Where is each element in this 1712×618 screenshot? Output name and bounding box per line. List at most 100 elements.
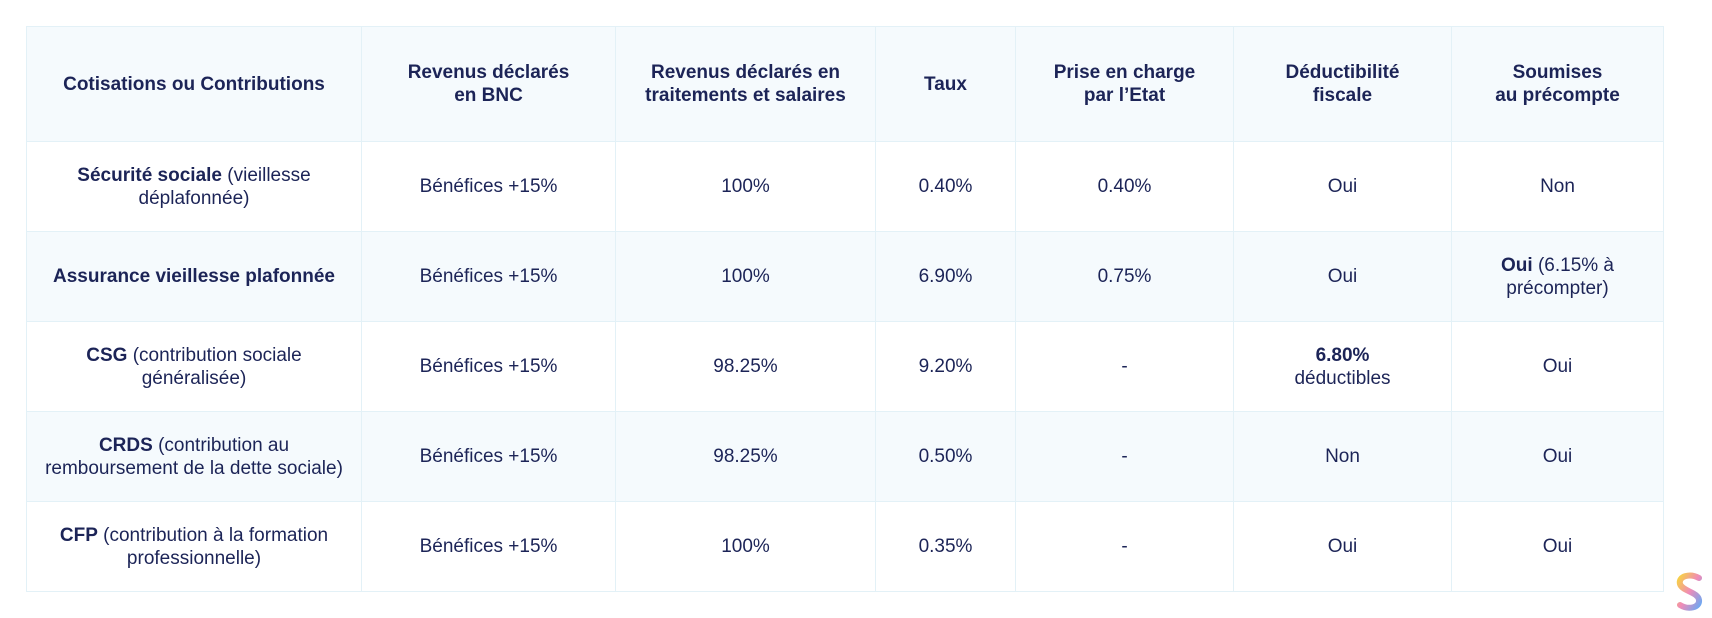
cell-bnc: Bénéfices +15%	[361, 321, 616, 412]
cell-deductibilite: Oui	[1233, 141, 1452, 232]
precompte-value: Oui	[1542, 446, 1573, 467]
header-taux: Taux	[875, 26, 1016, 142]
header-label-line2: par l’Etat	[1083, 85, 1166, 106]
table-body: Sécurité sociale (vieillesse déplafonnée…	[26, 141, 1664, 592]
header-label-line2: fiscale	[1312, 85, 1373, 106]
header-label: Cotisations ou Contributions	[63, 73, 325, 95]
s-logo-svg	[1676, 572, 1702, 611]
cell-taux: 0.35%	[875, 501, 1016, 592]
cell-precompte: Non	[1451, 141, 1664, 232]
deductibilite-value: Oui	[1327, 176, 1358, 197]
header-label: Taux	[924, 73, 967, 95]
cell-deductibilite: Non	[1233, 411, 1452, 502]
header-revenus-salaires: Revenus déclarés en traitements et salai…	[615, 26, 876, 142]
cotisation-name: Sécurité sociale	[77, 164, 222, 186]
header-deductibilite: Déductibilité fiscale	[1233, 26, 1452, 142]
header-precompte: Soumises au précompte	[1451, 26, 1664, 142]
cell-salaires: 100%	[615, 141, 876, 232]
cell-salaires: 98.25%	[615, 321, 876, 412]
deductibilite-detail: déductibles	[1294, 367, 1391, 389]
deductibilite-value: Non	[1325, 446, 1360, 467]
cell-etat: -	[1015, 321, 1234, 412]
cotisation-name: Assurance vieillesse plafonnée	[53, 266, 335, 287]
taux-value: 9.20%	[918, 356, 973, 377]
precompte-value: Oui	[1542, 536, 1573, 557]
cell-salaires: 100%	[615, 231, 876, 322]
cell-taux: 0.40%	[875, 141, 1016, 232]
etat-value: 0.75%	[1097, 266, 1152, 287]
cotisation-name: CSG	[86, 344, 128, 366]
taux-value: 0.40%	[918, 176, 973, 197]
table-row: Assurance vieillesse plafonnée Bénéfices…	[26, 231, 1664, 322]
deductibilite-value: 6.80%	[1315, 344, 1370, 366]
table-row: CSG (contribution sociale généralisée) B…	[26, 321, 1664, 412]
salaires-value: 100%	[721, 536, 770, 557]
cell-bnc: Bénéfices +15%	[361, 411, 616, 502]
cell-bnc: Bénéfices +15%	[361, 231, 616, 322]
cell-taux: 0.50%	[875, 411, 1016, 502]
table-row: Sécurité sociale (vieillesse déplafonnée…	[26, 141, 1664, 232]
header-cotisations: Cotisations ou Contributions	[26, 26, 362, 142]
cell-precompte: Oui (6.15% à précompter)	[1451, 231, 1664, 322]
cotisation-detail: (contribution à la formation professionn…	[97, 524, 329, 569]
cell-deductibilite: Oui	[1233, 501, 1452, 592]
cell-taux: 9.20%	[875, 321, 1016, 412]
precompte-value: Oui	[1542, 356, 1573, 377]
cell-cotisation: CRDS (contribution au remboursement de l…	[26, 411, 362, 502]
header-row: Cotisations ou Contributions Revenus déc…	[26, 26, 1664, 142]
etat-value: -	[1121, 356, 1128, 377]
s-logo-icon	[1672, 572, 1706, 612]
taux-value: 0.35%	[918, 536, 973, 557]
taux-value: 6.90%	[918, 266, 973, 287]
salaires-value: 100%	[721, 266, 770, 287]
etat-value: -	[1121, 446, 1128, 467]
header-label-line1: Soumises	[1512, 62, 1603, 83]
cell-etat: 0.75%	[1015, 231, 1234, 322]
cell-precompte: Oui	[1451, 501, 1664, 592]
cotisation-detail: (vieillesse déplafonnée)	[138, 164, 311, 209]
salaires-value: 98.25%	[713, 446, 778, 467]
header-label-line1: Prise en charge	[1053, 62, 1196, 83]
cell-bnc: Bénéfices +15%	[361, 141, 616, 232]
cell-etat: -	[1015, 411, 1234, 502]
header-label-line2: au précompte	[1495, 85, 1620, 106]
salaires-value: 98.25%	[713, 356, 778, 377]
header-prise-en-charge: Prise en charge par l’Etat	[1015, 26, 1234, 142]
cotisations-table: Cotisations ou Contributions Revenus déc…	[26, 26, 1664, 592]
cotisation-detail: (contribution au remboursement de la det…	[45, 434, 343, 479]
deductibilite-value: Oui	[1327, 266, 1358, 287]
bnc-value: Bénéfices +15%	[419, 446, 558, 467]
cotisation-detail: (contribution sociale généralisée)	[127, 344, 302, 389]
cell-cotisation: CFP (contribution à la formation profess…	[26, 501, 362, 592]
bnc-value: Bénéfices +15%	[419, 266, 558, 287]
precompte-value: Oui	[1501, 254, 1533, 276]
cell-cotisation: Sécurité sociale (vieillesse déplafonnée…	[26, 141, 362, 232]
cell-precompte: Oui	[1451, 321, 1664, 412]
cell-salaires: 100%	[615, 501, 876, 592]
cotisation-name: CFP	[59, 524, 98, 546]
cell-etat: -	[1015, 501, 1234, 592]
cotisation-name: CRDS	[98, 434, 153, 456]
cell-deductibilite: 6.80% déductibles	[1233, 321, 1452, 412]
cell-etat: 0.40%	[1015, 141, 1234, 232]
header-label-line1: Revenus déclarés en	[650, 62, 841, 83]
taux-value: 0.50%	[918, 446, 973, 467]
header-label-line1: Revenus déclarés	[407, 62, 570, 83]
cell-deductibilite: Oui	[1233, 231, 1452, 322]
salaires-value: 100%	[721, 176, 770, 197]
etat-value: 0.40%	[1097, 176, 1152, 197]
precompte-detail: (6.15% à précompter)	[1506, 254, 1614, 299]
cell-salaires: 98.25%	[615, 411, 876, 502]
cell-bnc: Bénéfices +15%	[361, 501, 616, 592]
table-row: CRDS (contribution au remboursement de l…	[26, 411, 1664, 502]
bnc-value: Bénéfices +15%	[419, 356, 558, 377]
cell-taux: 6.90%	[875, 231, 1016, 322]
cell-cotisation: Assurance vieillesse plafonnée	[26, 231, 362, 322]
bnc-value: Bénéfices +15%	[419, 176, 558, 197]
table-header: Cotisations ou Contributions Revenus déc…	[26, 26, 1664, 142]
precompte-value: Non	[1540, 176, 1575, 197]
header-revenus-bnc: Revenus déclarés en BNC	[361, 26, 616, 142]
cell-precompte: Oui	[1451, 411, 1664, 502]
cell-cotisation: CSG (contribution sociale généralisée)	[26, 321, 362, 412]
